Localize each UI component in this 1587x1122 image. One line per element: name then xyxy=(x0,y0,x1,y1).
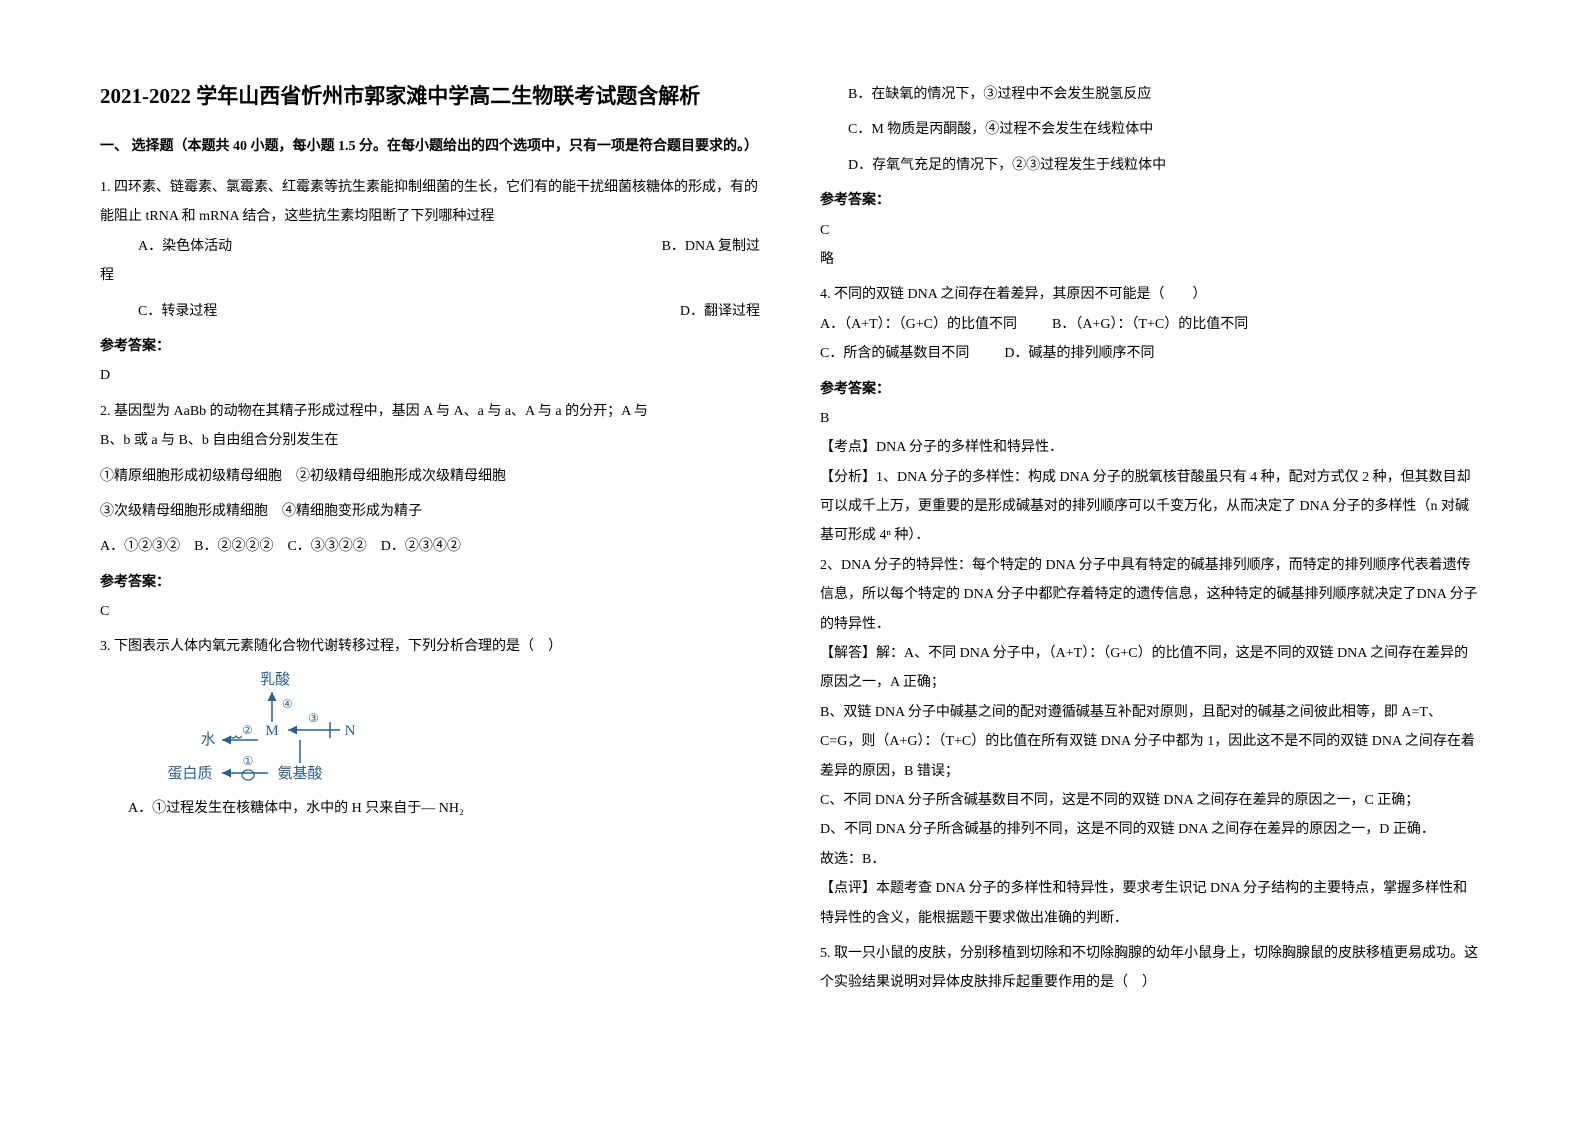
q4-opt-a: A．（A+T）：（G+C）的比值不同 xyxy=(820,317,1017,332)
q1-row1: A．染色体活动 B．DNA 复制过 xyxy=(100,232,760,261)
svg-text:②: ② xyxy=(242,723,253,737)
q2-stem2: B、b 或 a 与 B、b 自由组合分别发生在 xyxy=(100,426,760,455)
svg-text:水: 水 xyxy=(200,731,215,748)
q4-exp-l3: 2、DNA 分子的特异性：每个特定的 DNA 分子中具有特定的碱基排列顺序，而特… xyxy=(820,551,1480,639)
svg-text:④: ④ xyxy=(282,697,293,711)
q2-line1: ①精原细胞形成初级精母细胞 ②初级精母细胞形成次级精母细胞 xyxy=(100,462,760,491)
q4-exp-l2: 【分析】1、DNA 分子的多样性：构成 DNA 分子的脱氧核苷酸虽只有 4 种，… xyxy=(820,463,1480,551)
q2-opts: A．①②③② B．②②②② C．③③②② D．②③④② xyxy=(100,532,760,561)
q4-exp-l8: 故选：B． xyxy=(820,845,1480,874)
answer-label: 参考答案： xyxy=(820,186,1480,215)
q4-exp-l7: D、不同 DNA 分子所含碱基的排列不同，这是不同的双链 DNA 之间存在差异的… xyxy=(820,815,1480,844)
svg-text:①: ① xyxy=(243,754,254,768)
q4-opt-c: C．所含的碱基数目不同 xyxy=(820,346,969,361)
q3-answer2: 略 xyxy=(820,245,1480,274)
q4-opt-d: D．碱基的排列顺序不同 xyxy=(1004,346,1154,361)
q1-opt-b: B．DNA 复制过 xyxy=(662,232,760,261)
q2-stem1: 2. 基因型为 AaBb 的动物在其精子形成过程中，基因 A 与 A、a 与 a… xyxy=(100,397,760,426)
q1-stem: 1. 四环素、链霉素、氯霉素、红霉素等抗生素能抑制细菌的生长，它们有的能干扰细菌… xyxy=(100,173,760,232)
q2-line2: ③次级精母细胞形成精细胞 ④精细胞变形成为精子 xyxy=(100,497,760,526)
q1-answer: D xyxy=(100,361,760,390)
q3-answer: C xyxy=(820,216,1480,245)
q4-exp-l1: 【考点】DNA 分子的多样性和特异性． xyxy=(820,433,1480,462)
section-header: 一、 选择题（本题共 40 小题，每小题 1.5 分。在每小题给出的四个选项中，… xyxy=(100,132,760,161)
svg-text:蛋白质: 蛋白质 xyxy=(167,765,212,782)
q4-exp-l9: 【点评】本题考查 DNA 分子的多样性和特异性，要求考生识记 DNA 分子结构的… xyxy=(820,874,1480,933)
q3-opt-a: A．①过程发生在核糖体中，水中的 H 只来自于— NH₂ xyxy=(100,794,760,823)
q1-opt-b-cont: 程 xyxy=(100,261,760,290)
q4-stem: 4. 不同的双链 DNA 之间存在着差异，其原因不可能是（ ） xyxy=(820,280,1480,309)
exam-title: 2021-2022 学年山西省忻州市郭家滩中学高二生物联考试题含解析 xyxy=(100,80,760,114)
q4-row1: A．（A+T）：（G+C）的比值不同 B．（A+G）：（T+C）的比值不同 xyxy=(820,310,1480,339)
q3-opt-c: C．M 物质是丙酮酸，④过程不会发生在线粒体中 xyxy=(820,115,1480,144)
q3-stem: 3. 下图表示人体内氧元素随化合物代谢转移过程，下列分析合理的是（ ） xyxy=(100,632,760,661)
q2-answer: C xyxy=(100,597,760,626)
q3-diagram: 乳酸 ④ M N ③ 水 ② 氨基酸 xyxy=(160,670,390,790)
answer-label: 参考答案： xyxy=(820,375,1480,404)
q4-row2: C．所含的碱基数目不同 D．碱基的排列顺序不同 xyxy=(820,339,1480,368)
q4-exp-l6: C、不同 DNA 分子所含碱基数目不同，这是不同的双链 DNA 之间存在差异的原… xyxy=(820,786,1480,815)
q1-row2: C．转录过程 D．翻译过程 xyxy=(100,297,760,326)
q3-opt-b: B．在缺氧的情况下，③过程中不会发生脱氢反应 xyxy=(820,80,1480,109)
q4-opt-b: B．（A+G）：（T+C）的比值不同 xyxy=(1052,317,1248,332)
right-column: B．在缺氧的情况下，③过程中不会发生脱氢反应 C．M 物质是丙酮酸，④过程不会发… xyxy=(820,80,1480,998)
q5-stem: 5. 取一只小鼠的皮肤，分别移植到切除和不切除胸腺的幼年小鼠身上，切除胸腺鼠的皮… xyxy=(820,939,1480,998)
q4-exp-l5: B、双链 DNA 分子中碱基之间的配对遵循碱基互补配对原则，且配对的碱基之间彼此… xyxy=(820,698,1480,786)
q4-answer: B xyxy=(820,404,1480,433)
left-column: 2021-2022 学年山西省忻州市郭家滩中学高二生物联考试题含解析 一、 选择… xyxy=(100,80,760,998)
svg-text:③: ③ xyxy=(308,711,319,725)
answer-label: 参考答案： xyxy=(100,568,760,597)
q4-exp-l4: 【解答】解：A、不同 DNA 分子中，（A+T）：（G+C）的比值不同，这是不同… xyxy=(820,639,1480,698)
q1-opt-a: A．染色体活动 xyxy=(138,232,232,261)
q1-opt-c: C．转录过程 xyxy=(138,297,217,326)
svg-text:乳酸: 乳酸 xyxy=(260,671,290,688)
q3-opt-d: D．存氧气充足的情况下，②③过程发生于线粒体中 xyxy=(820,151,1480,180)
svg-text:N: N xyxy=(345,723,356,739)
svg-text:M: M xyxy=(265,723,278,739)
svg-text:氨基酸: 氨基酸 xyxy=(277,765,322,782)
answer-label: 参考答案： xyxy=(100,332,760,361)
page-root: 2021-2022 学年山西省忻州市郭家滩中学高二生物联考试题含解析 一、 选择… xyxy=(100,80,1487,998)
q1-opt-d: D．翻译过程 xyxy=(680,297,760,326)
